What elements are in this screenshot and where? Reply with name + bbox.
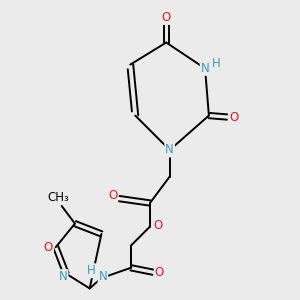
Text: H: H <box>87 264 95 277</box>
Text: N: N <box>98 270 107 283</box>
Text: O: O <box>154 219 163 232</box>
Text: O: O <box>155 266 164 279</box>
Text: O: O <box>108 189 117 202</box>
Text: O: O <box>162 11 171 24</box>
Text: O: O <box>229 110 238 124</box>
Text: CH₃: CH₃ <box>48 191 70 204</box>
Text: N: N <box>165 143 174 157</box>
Text: H: H <box>212 57 220 70</box>
Text: O: O <box>44 241 53 254</box>
Text: N: N <box>59 270 68 283</box>
Text: N: N <box>201 62 209 75</box>
